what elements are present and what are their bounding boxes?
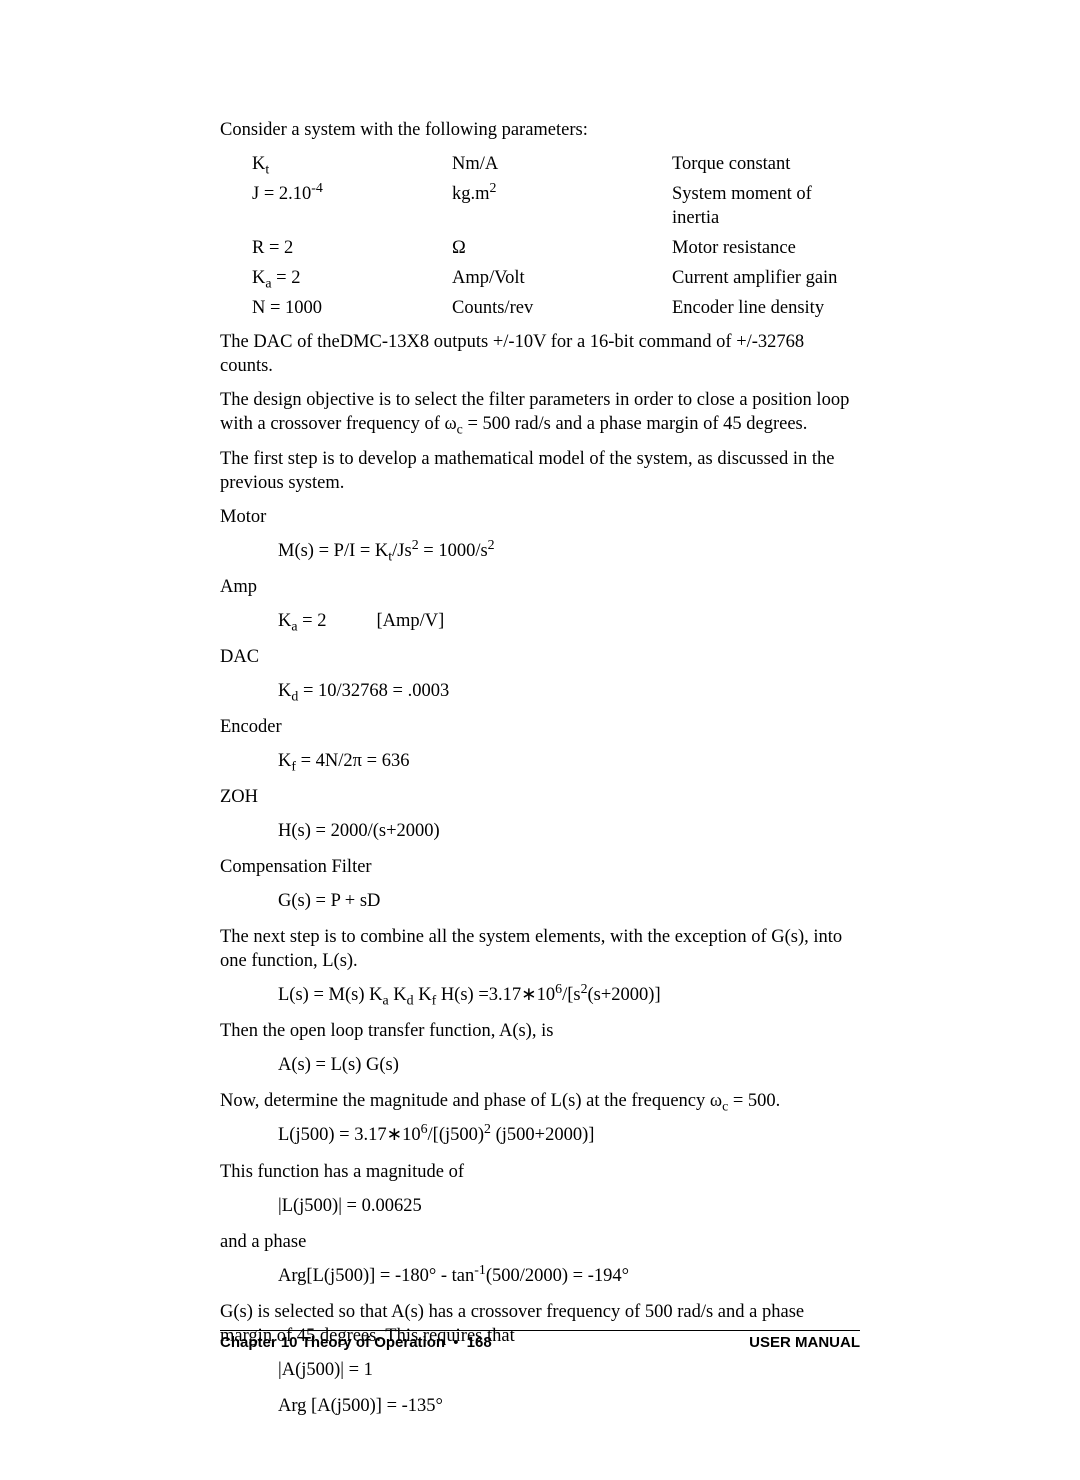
table-row: Kt Nm/A Torque constant xyxy=(220,152,860,176)
param-symbol: J = 2.10-4 xyxy=(220,182,452,230)
equation: |A(j500)| = 1 xyxy=(278,1358,860,1382)
section-label: Amp xyxy=(220,575,860,599)
page-number: 168 xyxy=(467,1334,492,1351)
body-text: This function has a magnitude of xyxy=(220,1160,860,1184)
equation: H(s) = 2000/(s+2000) xyxy=(278,819,860,843)
intro-text: Consider a system with the following par… xyxy=(220,118,860,142)
parameter-table: Kt Nm/A Torque constant J = 2.10-4 kg.m2… xyxy=(220,152,860,320)
equation: Kd = 10/32768 = .0003 xyxy=(278,679,860,703)
equation: A(s) = L(s) G(s) xyxy=(278,1053,860,1077)
text-run: Now, determine the magnitude and phase o… xyxy=(220,1091,722,1111)
param-unit: Amp/Volt xyxy=(452,266,672,290)
chapter-title: Chapter 10 Theory of Operation xyxy=(220,1334,445,1351)
equation: G(s) = P + sD xyxy=(278,889,860,913)
footer-right: USER MANUAL xyxy=(749,1334,860,1351)
body-text: and a phase xyxy=(220,1230,860,1254)
param-unit: Nm/A xyxy=(452,152,672,176)
param-unit: Ω xyxy=(452,236,672,260)
table-row: N = 1000 Counts/rev Encoder line density xyxy=(220,296,860,320)
body-text: The design objective is to select the fi… xyxy=(220,388,860,436)
param-symbol: N = 1000 xyxy=(220,296,452,320)
param-symbol: Ka = 2 xyxy=(220,266,452,290)
param-desc: System moment of inertia xyxy=(672,182,860,230)
equation: |L(j500)| = 0.00625 xyxy=(278,1194,860,1218)
param-symbol: R = 2 xyxy=(220,236,452,260)
text-run: = 500 rad/s and a phase margin of 45 deg… xyxy=(463,414,808,434)
section-label: Compensation Filter xyxy=(220,855,860,879)
footer-left: Chapter 10 Theory of Operation • 168 xyxy=(220,1334,492,1351)
equation: Ka = 2[Amp/V] xyxy=(278,609,860,633)
equation: Arg [A(j500)] = -135° xyxy=(278,1394,860,1418)
body-text: Then the open loop transfer function, A(… xyxy=(220,1019,860,1043)
body-text: Now, determine the magnitude and phase o… xyxy=(220,1089,860,1113)
bullet-icon: • xyxy=(453,1334,458,1351)
table-row: Ka = 2 Amp/Volt Current amplifier gain xyxy=(220,266,860,290)
param-desc: Torque constant xyxy=(672,152,860,176)
param-unit: kg.m2 xyxy=(452,182,672,230)
page-body: Consider a system with the following par… xyxy=(0,0,1080,1480)
equation: L(s) = M(s) Ka Kd Kf H(s) =3.17∗106/[s2(… xyxy=(278,983,860,1007)
param-symbol: Kt xyxy=(220,152,452,176)
text-run: = 500. xyxy=(728,1091,780,1111)
equation: L(j500) = 3.17∗106/[(j500)2 (j500+2000)] xyxy=(278,1123,860,1147)
equation: Arg[L(j500)] = -180° - tan-1(500/2000) =… xyxy=(278,1264,860,1288)
section-label: DAC xyxy=(220,645,860,669)
param-unit: Counts/rev xyxy=(452,296,672,320)
param-desc: Current amplifier gain xyxy=(672,266,860,290)
page-footer: Chapter 10 Theory of Operation • 168 USE… xyxy=(220,1330,860,1351)
section-label: Encoder xyxy=(220,715,860,739)
equation: M(s) = P/I = Kt/Js2 = 1000/s2 xyxy=(278,539,860,563)
section-label: Motor xyxy=(220,505,860,529)
section-label: ZOH xyxy=(220,785,860,809)
param-desc: Motor resistance xyxy=(672,236,860,260)
body-text: The next step is to combine all the syst… xyxy=(220,925,860,973)
body-text: The first step is to develop a mathemati… xyxy=(220,447,860,495)
param-desc: Encoder line density xyxy=(672,296,860,320)
body-text: The DAC of theDMC-13X8 outputs +/-10V fo… xyxy=(220,330,860,378)
table-row: R = 2 Ω Motor resistance xyxy=(220,236,860,260)
equation: Kf = 4N/2π = 636 xyxy=(278,749,860,773)
table-row: J = 2.10-4 kg.m2 System moment of inerti… xyxy=(220,182,860,230)
